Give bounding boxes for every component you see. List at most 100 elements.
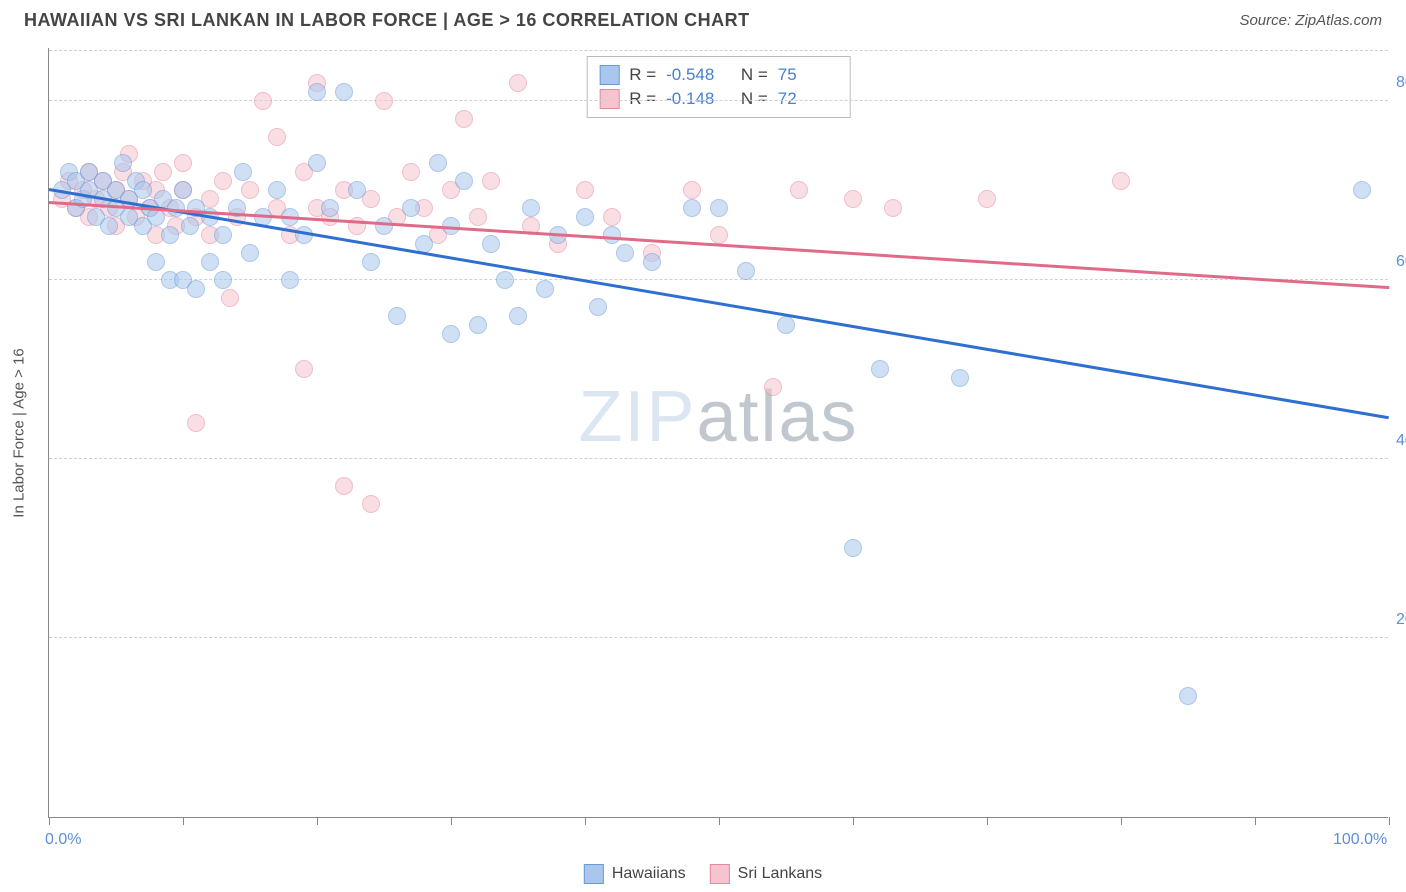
data-point — [1112, 172, 1130, 190]
y-axis-label: In Labor Force | Age > 16 — [11, 348, 28, 517]
xtick — [1255, 817, 1256, 825]
data-point — [790, 181, 808, 199]
data-point — [589, 298, 607, 316]
xtick — [1121, 817, 1122, 825]
data-point — [147, 253, 165, 271]
xtick — [1389, 817, 1390, 825]
data-point — [214, 226, 232, 244]
gridline — [49, 50, 1388, 51]
data-point — [134, 181, 152, 199]
data-point — [522, 199, 540, 217]
data-point — [268, 181, 286, 199]
ytick-label: 80.0% — [1396, 74, 1406, 92]
data-point — [214, 271, 232, 289]
data-point — [777, 316, 795, 334]
stat-n-label: N = — [736, 65, 768, 85]
watermark-part1: ZIP — [578, 377, 696, 457]
data-point — [174, 181, 192, 199]
data-point — [181, 217, 199, 235]
data-point — [764, 378, 782, 396]
data-point — [710, 199, 728, 217]
xtick — [987, 817, 988, 825]
data-point — [335, 83, 353, 101]
xtick — [585, 817, 586, 825]
data-point — [281, 271, 299, 289]
data-point — [268, 128, 286, 146]
data-point — [603, 208, 621, 226]
data-point — [375, 92, 393, 110]
data-point — [100, 217, 118, 235]
data-point — [234, 163, 252, 181]
bottom-legend: Hawaiians Sri Lankans — [584, 864, 822, 884]
data-point — [221, 289, 239, 307]
data-point — [308, 83, 326, 101]
swatch-hawaiians — [599, 65, 619, 85]
data-point — [871, 360, 889, 378]
data-point — [348, 181, 366, 199]
data-point — [321, 199, 339, 217]
data-point — [884, 199, 902, 217]
data-point — [455, 110, 473, 128]
legend-label-srilankans: Sri Lankans — [738, 865, 823, 883]
data-point — [429, 154, 447, 172]
data-point — [154, 163, 172, 181]
data-point — [241, 244, 259, 262]
stat-r-label: R = — [629, 65, 656, 85]
data-point — [603, 226, 621, 244]
data-point — [201, 253, 219, 271]
stats-legend: R = -0.548 N = 75 R = -0.148 N = 72 — [586, 56, 851, 118]
legend-swatch-hawaiians — [584, 864, 604, 884]
source-label: Source: ZipAtlas.com — [1239, 12, 1382, 29]
data-point — [114, 154, 132, 172]
data-point — [187, 414, 205, 432]
data-point — [214, 172, 232, 190]
data-point — [469, 208, 487, 226]
data-point — [388, 307, 406, 325]
stats-row-hawaiians: R = -0.548 N = 75 — [599, 63, 838, 87]
gridline — [49, 279, 1388, 280]
legend-swatch-srilankans — [710, 864, 730, 884]
ytick-label: 20.0% — [1396, 611, 1406, 629]
data-point — [978, 190, 996, 208]
data-point — [335, 477, 353, 495]
data-point — [576, 208, 594, 226]
data-point — [710, 226, 728, 244]
data-point — [187, 280, 205, 298]
data-point — [951, 369, 969, 387]
data-point — [402, 199, 420, 217]
data-point — [362, 253, 380, 271]
data-point — [536, 280, 554, 298]
xtick — [317, 817, 318, 825]
chart-plot-area: ZIPatlas In Labor Force | Age > 16 R = -… — [48, 48, 1388, 818]
data-point — [683, 199, 701, 217]
stat-n-value-hawaiians: 75 — [778, 65, 838, 85]
data-point — [844, 539, 862, 557]
legend-item-srilankans: Sri Lankans — [710, 864, 823, 884]
data-point — [683, 181, 701, 199]
watermark: ZIPatlas — [578, 376, 858, 458]
data-point — [147, 208, 165, 226]
data-point — [161, 226, 179, 244]
data-point — [308, 154, 326, 172]
data-point — [174, 154, 192, 172]
xtick — [853, 817, 854, 825]
data-point — [362, 495, 380, 513]
xtick-label: 100.0% — [1333, 831, 1387, 849]
data-point — [844, 190, 862, 208]
data-point — [737, 262, 755, 280]
ytick-label: 40.0% — [1396, 432, 1406, 450]
gridline — [49, 458, 1388, 459]
page-title: HAWAIIAN VS SRI LANKAN IN LABOR FORCE | … — [24, 10, 750, 31]
data-point — [1353, 181, 1371, 199]
data-point — [442, 325, 460, 343]
data-point — [1179, 687, 1197, 705]
data-point — [509, 74, 527, 92]
xtick — [183, 817, 184, 825]
legend-item-hawaiians: Hawaiians — [584, 864, 686, 884]
data-point — [576, 181, 594, 199]
data-point — [496, 271, 514, 289]
gridline — [49, 637, 1388, 638]
legend-label-hawaiians: Hawaiians — [612, 865, 686, 883]
gridline — [49, 100, 1388, 101]
data-point — [616, 244, 634, 262]
